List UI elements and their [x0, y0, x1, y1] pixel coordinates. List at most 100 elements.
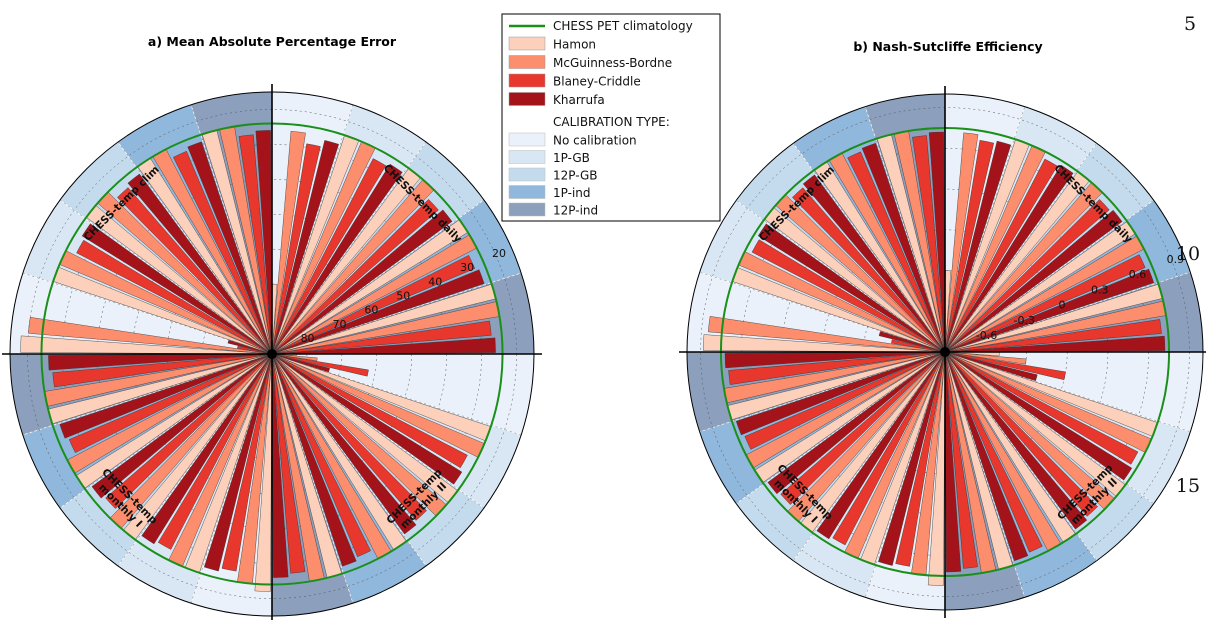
bar-blaney-criddle	[271, 353, 427, 521]
bar-kharrufa	[81, 223, 273, 355]
bar-kharrufa	[757, 223, 946, 353]
bar-kharrufa	[187, 141, 273, 355]
bar-blaney-criddle	[76, 239, 273, 355]
legend-swatch-0	[508, 36, 546, 51]
radial-tick-label: 0.9	[1167, 253, 1185, 266]
grid-spoke	[271, 353, 427, 567]
grid-spoke	[271, 353, 485, 509]
bar-blaney-criddle	[792, 187, 946, 353]
bar-kharrufa	[944, 351, 962, 573]
bar-hamon	[254, 353, 273, 592]
bar-kharrufa	[944, 164, 1074, 353]
bar-kharrufa	[271, 353, 463, 485]
bar-blaney-criddle	[221, 353, 273, 572]
grid-spoke	[793, 143, 946, 353]
bar-blaney-criddle	[271, 199, 439, 355]
bar-blaney-criddle	[271, 353, 371, 558]
grid-spoke	[59, 199, 273, 355]
line-number-5: 5	[1184, 13, 1196, 35]
bar-kharrufa	[91, 353, 273, 499]
bar-blaney-criddle	[117, 187, 273, 355]
bar-blaney-criddle	[271, 353, 306, 574]
bar-blaney-criddle	[944, 140, 995, 353]
bar-kharrufa	[271, 353, 357, 567]
bar-kharrufa	[944, 140, 1012, 353]
bar-blaney-criddle	[944, 158, 1058, 353]
bar-kharrufa	[59, 353, 273, 439]
legend-calibration-label: No calibration	[553, 134, 637, 148]
grid-spoke	[22, 272, 273, 355]
grid-spoke	[271, 353, 522, 436]
bar-kharrufa	[203, 353, 273, 572]
bar-blaney-criddle	[895, 351, 946, 567]
radial-tick-label: 30	[460, 261, 474, 274]
grid-spoke	[793, 351, 946, 561]
legend-method-label: Blaney-Criddle	[553, 75, 641, 89]
bar-kharrufa	[271, 209, 453, 355]
bar-hamon	[927, 351, 946, 586]
bar-kharrufa	[271, 353, 289, 578]
grid-spoke	[865, 106, 946, 353]
bar-kharrufa	[861, 142, 946, 353]
grid-spoke	[271, 104, 354, 355]
bar-blaney-criddle	[157, 353, 273, 550]
line-number-10: 10	[1176, 243, 1200, 265]
bar-blaney-criddle	[728, 351, 946, 385]
bar-blaney-criddle	[891, 339, 946, 353]
bar-kharrufa	[724, 351, 946, 369]
bar-blaney-criddle	[944, 254, 1146, 353]
grid-spoke	[944, 272, 1191, 353]
grid-spoke	[59, 353, 273, 509]
legend-calibration-swatch-0	[508, 132, 546, 147]
radial-tick-label: 0.6	[1129, 268, 1147, 281]
legend-method-label: Hamon	[553, 38, 596, 52]
grid-spoke	[190, 353, 273, 604]
bar-kharrufa	[944, 335, 1166, 353]
grid-spoke	[117, 353, 273, 567]
grid-spoke	[271, 353, 354, 604]
bar-kharrufa	[271, 269, 485, 355]
grid-spoke	[944, 200, 1154, 353]
legend-calibration-label: 12P-ind	[553, 204, 598, 218]
bar-kharrufa	[767, 351, 946, 495]
legend-swatch-1	[508, 55, 546, 69]
bar-kharrufa	[878, 351, 946, 566]
bar-blaney-criddle	[944, 351, 1066, 381]
grid-spoke	[736, 351, 946, 504]
bar-blaney-criddle	[780, 351, 946, 505]
line-number-15: 15	[1176, 475, 1200, 497]
bar-kharrufa	[255, 130, 273, 355]
bar-mcguinness-bordne	[708, 316, 946, 353]
bar-blaney-criddle	[271, 320, 492, 355]
grid-spoke	[190, 104, 273, 355]
radial-tick-label: 50	[396, 290, 410, 303]
bar-blaney-criddle	[173, 150, 273, 355]
bar-kharrufa	[944, 351, 1029, 562]
legend-calibration-label: 1P-GB	[553, 151, 590, 165]
bar-blaney-criddle	[944, 351, 1098, 517]
bar-hamon	[20, 335, 273, 355]
chart-a-title: a) Mean Absolute Percentage Error	[148, 34, 397, 49]
legend-calibration-swatch-4	[508, 202, 546, 217]
center-hub	[267, 349, 277, 359]
bar-kharrufa	[735, 351, 946, 436]
bar-kharrufa	[271, 353, 330, 373]
bar-blaney-criddle	[944, 351, 978, 569]
bar-kharrufa	[944, 268, 1155, 353]
legend-calibration-title: CALIBRATION TYPE:	[553, 115, 670, 129]
bar-blaney-criddle	[271, 255, 476, 355]
bar-kharrufa	[141, 353, 273, 545]
bar-blaney-criddle	[832, 351, 946, 546]
legend-calibration-swatch-3	[508, 185, 546, 199]
bar-kharrufa	[48, 353, 273, 371]
bar-blaney-criddle	[105, 353, 273, 509]
bar-blaney-criddle	[751, 239, 946, 353]
legend-calibration-label: 12P-GB	[553, 169, 598, 183]
radial-tick-label: 0.3	[1091, 283, 1109, 296]
bar-kharrufa	[944, 209, 1123, 353]
grid-spoke	[944, 351, 1025, 598]
bar-kharrufa	[127, 173, 273, 355]
bar-kharrufa	[944, 351, 1133, 481]
